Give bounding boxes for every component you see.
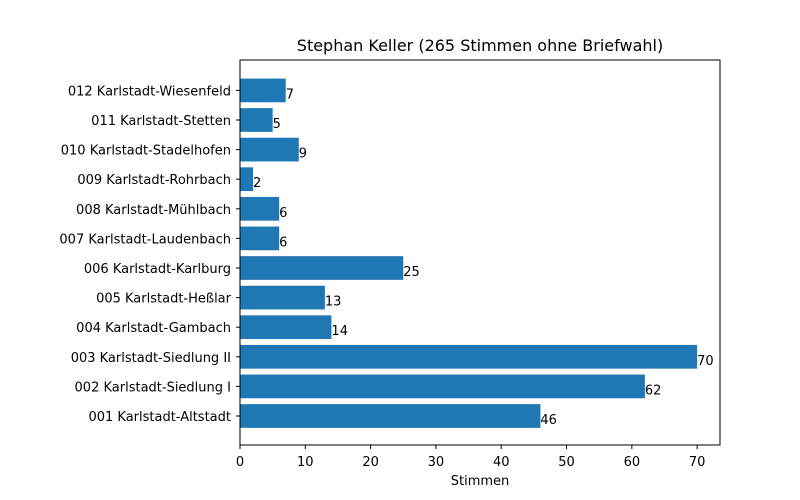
x-tick-label: 40 xyxy=(493,455,510,470)
y-tick-label: 009 Karlstadt-Rohrbach xyxy=(77,173,231,188)
plot-frame xyxy=(239,59,721,446)
bar xyxy=(240,404,541,428)
bar-value-label: 2 xyxy=(253,176,261,191)
bar xyxy=(240,137,299,162)
bar xyxy=(240,108,273,132)
x-axis-label: Stimmen xyxy=(451,474,510,489)
x-tick-label: 20 xyxy=(362,455,379,470)
bars-group xyxy=(240,78,698,428)
bar-value-label: 25 xyxy=(403,265,420,280)
y-tick-label: 001 Karlstadt-Altstadt xyxy=(88,410,231,425)
y-tick-label: 003 Karlstadt-Siedlung II xyxy=(71,351,231,366)
chart-title: Stephan Keller (265 Stimmen ohne Briefwa… xyxy=(297,36,663,55)
bar-value-label: 5 xyxy=(273,117,281,132)
y-axis: 001 Karlstadt-Altstadt 002 Karlstadt-Sied… xyxy=(59,84,240,425)
x-tick-label: 0 xyxy=(236,455,244,470)
bar-value-label: 7 xyxy=(286,87,294,102)
y-tick-label: 008 Karlstadt-Mühlbach xyxy=(76,203,231,218)
x-tick-label: 60 xyxy=(624,455,641,470)
x-tick-label: 30 xyxy=(428,455,445,470)
bar-value-label: 62 xyxy=(645,383,662,398)
bar xyxy=(240,167,254,192)
bar xyxy=(240,374,645,399)
bar xyxy=(240,256,404,280)
x-axis: 0 10 20 30 40 50 60 70 xyxy=(236,445,706,470)
x-tick-label: 10 xyxy=(297,455,314,470)
y-tick-label: 012 Karlstadt-Wiesenfeld xyxy=(68,84,231,99)
bar-value-label: 6 xyxy=(279,206,287,221)
bar-value-label: 46 xyxy=(540,413,557,428)
bar xyxy=(240,344,698,369)
y-tick-label: 006 Karlstadt-Karlburg xyxy=(84,262,231,277)
y-tick-label: 011 Karlstadt-Stetten xyxy=(91,114,231,129)
y-tick-label: 010 Karlstadt-Stadelhofen xyxy=(61,144,231,159)
y-tick-label: 007 Karlstadt-Laudenbach xyxy=(59,232,231,247)
y-tick-label: 002 Karlstadt-Siedlung I xyxy=(75,380,231,395)
bar xyxy=(240,226,280,251)
y-tick-label: 005 Karlstadt-Heßlar xyxy=(96,292,232,307)
bar xyxy=(240,315,332,340)
bar xyxy=(240,196,280,221)
bar-value-label: 9 xyxy=(299,147,307,162)
bar-value-label: 70 xyxy=(697,354,714,369)
bar xyxy=(240,285,325,310)
x-tick-label: 70 xyxy=(689,455,706,470)
bar-value-label: 14 xyxy=(331,324,348,339)
x-tick-label: 50 xyxy=(558,455,575,470)
bar-value-label: 13 xyxy=(325,295,342,310)
y-tick-label: 004 Karlstadt-Gambach xyxy=(76,321,231,336)
bar-value-label: 6 xyxy=(279,235,287,250)
bar xyxy=(240,78,286,103)
